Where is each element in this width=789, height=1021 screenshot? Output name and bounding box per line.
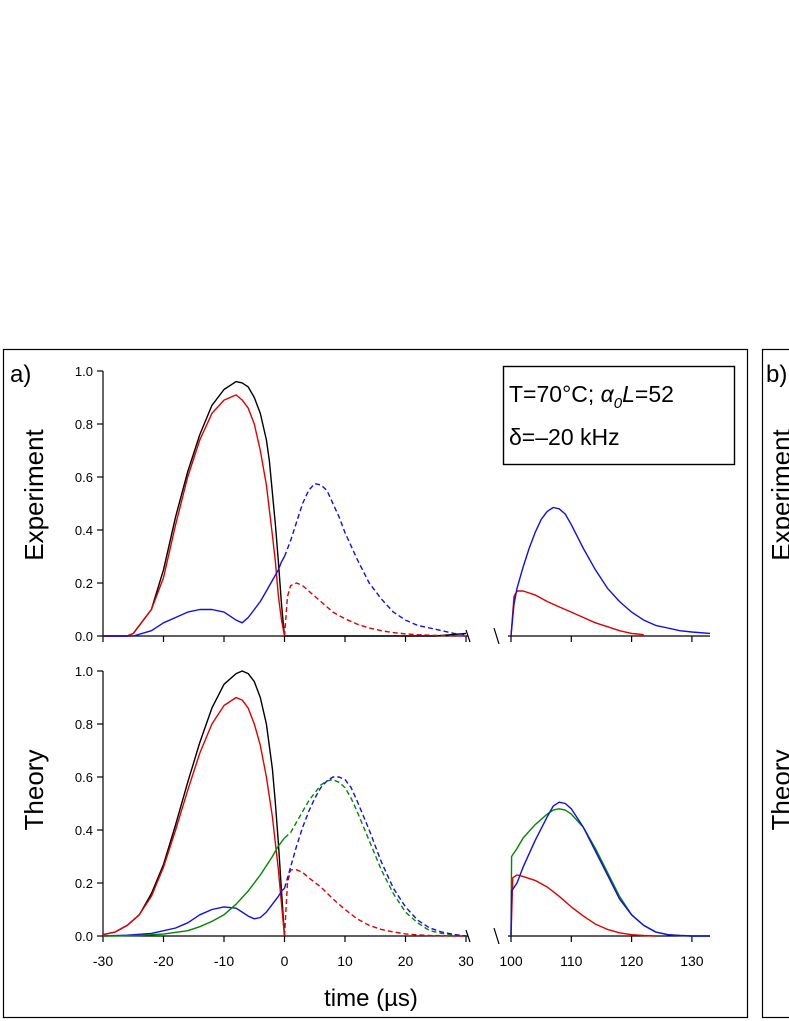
annotation-length: L — [622, 381, 635, 407]
theory-series-red — [102, 696, 286, 937]
x-tick-label: 20 — [398, 953, 414, 969]
theory-series-red-dashed — [283, 869, 466, 937]
experiment-series-red-late — [510, 590, 644, 637]
theory-series-green-dashed — [284, 778, 467, 937]
x-tick-label: 30 — [458, 953, 474, 969]
annotation-alpha-subscript: 0 — [614, 395, 623, 412]
panel-b-label: b) — [766, 361, 787, 388]
annotation-line-1: T=70°C; α0L=52 — [509, 381, 674, 412]
x-tick-label: 110 — [560, 953, 583, 969]
experiment-series-black — [103, 380, 467, 637]
annotation-od-value: =52 — [635, 381, 674, 407]
experiment-series-red — [103, 394, 286, 637]
theory-ytick-label: 1.0 — [75, 664, 93, 679]
x-tick-label: -10 — [214, 953, 234, 969]
theory-series-blue-late — [510, 801, 710, 937]
x-tick-label: 0 — [281, 953, 289, 969]
y-tick-labels: 0.0 0.2 0.4 0.6 0.8 1.0 0.0 0.2 0.4 0.6 0.8 1.0 — [75, 364, 93, 944]
experiment-series-red-dashed — [283, 582, 467, 637]
annotation-line-2: δ=–20 kHz — [509, 424, 620, 450]
panel-b-frame — [761, 348, 789, 1019]
annotation-temp: T=70°C; — [509, 381, 601, 407]
theory-series-red-late — [510, 874, 656, 937]
theory-ytick-label: 0.2 — [75, 876, 93, 891]
x-tick-label: 120 — [620, 953, 644, 969]
panel-b-theory-label: Theory — [766, 750, 789, 831]
ticks — [97, 370, 693, 942]
experiment-series-blue-dashed — [283, 482, 467, 636]
experiment-row-label: Experiment — [19, 428, 49, 560]
annotation-alpha: α — [601, 381, 615, 407]
experiment-series-blue — [103, 556, 286, 637]
theory-ytick-label: 0.4 — [75, 823, 93, 838]
experiment-ytick-label: 0.8 — [75, 417, 93, 432]
experiment-ytick-label: 0.2 — [75, 576, 93, 591]
theory-row-label: Theory — [19, 750, 49, 831]
theory-ytick-label: 0.6 — [75, 770, 93, 785]
x-tick-label: -30 — [93, 953, 113, 969]
experiment-ytick-label: 0.0 — [75, 629, 93, 644]
x-tick-label: 130 — [680, 953, 704, 969]
annotation-box — [502, 365, 736, 466]
theory-series-blue-dashed — [283, 776, 467, 937]
x-tick-label: 10 — [337, 953, 353, 969]
series — [102, 380, 711, 937]
experiment-ytick-label: 0.4 — [75, 523, 93, 538]
panel-a-frame — [2, 348, 749, 1019]
experiment-ytick-label: 1.0 — [75, 364, 93, 379]
panel-a-label: a) — [10, 361, 31, 388]
x-tick-label: -20 — [153, 953, 173, 969]
theory-ytick-label: 0.0 — [75, 929, 93, 944]
experiment-ytick-label: 0.6 — [75, 470, 93, 485]
theory-series-black — [102, 670, 286, 937]
x-tick-labels: -30 -20 -10 0 10 20 30 100 110 120 130 — [93, 953, 704, 969]
x-tick-label: 100 — [499, 953, 523, 969]
theory-series-green — [102, 837, 286, 937]
x-axis-label: time (µs) — [324, 985, 418, 1012]
theory-series-blue — [102, 887, 285, 937]
experiment-series-blue-late — [510, 506, 711, 637]
theory-ytick-label: 0.8 — [75, 717, 93, 732]
panel-b-experiment-label: Experiment — [766, 428, 789, 560]
